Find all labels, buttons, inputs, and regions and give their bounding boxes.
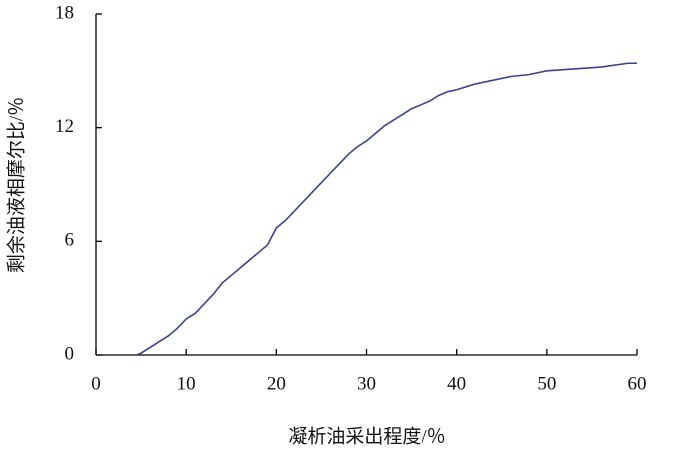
y-tick-label: 18: [55, 2, 74, 23]
y-tick-label: 6: [65, 230, 75, 251]
data-line: [136, 62, 637, 356]
x-tick-label: 20: [267, 373, 286, 394]
x-axis-label: 凝析油采出程度/％: [288, 425, 445, 447]
x-tick-label: 0: [91, 373, 101, 394]
x-tick-label: 50: [537, 373, 556, 394]
y-axis-label: 剩余油液相摩尔比/％: [5, 97, 27, 273]
x-tick-label: 30: [357, 373, 376, 394]
y-tick-label: 12: [55, 116, 74, 137]
x-tick-label: 10: [177, 373, 196, 394]
x-tick-label: 60: [628, 373, 647, 394]
x-tick-label: 40: [447, 373, 466, 394]
y-tick-label: 0: [65, 343, 75, 364]
